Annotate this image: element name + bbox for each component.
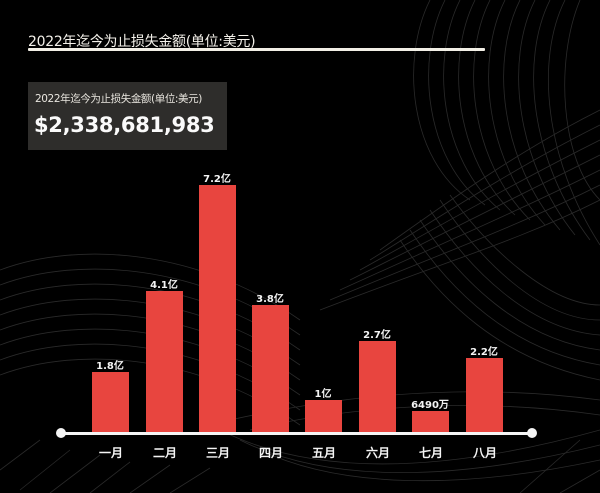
- bar-apr: [252, 305, 289, 433]
- bar-label-jun: 2.7亿: [363, 330, 391, 341]
- axis-end-dot: [527, 428, 537, 438]
- axis-start-dot: [56, 428, 66, 438]
- bar-label-feb: 4.1亿: [150, 280, 178, 291]
- x-tick-apr: 四月: [258, 446, 283, 460]
- bar-jun: [359, 341, 396, 433]
- summary-card: 2022年迄今为止损失金额(单位:美元) $2,338,681,983: [28, 82, 227, 150]
- x-axis-line: [61, 432, 532, 435]
- summary-card-value: $2,338,681,983: [34, 113, 215, 137]
- bar-label-jan: 1.8亿: [96, 361, 124, 372]
- x-tick-aug: 八月: [472, 446, 497, 460]
- x-tick-jun: 六月: [365, 446, 390, 460]
- title-underline: [28, 48, 485, 51]
- x-tick-may: 五月: [311, 446, 336, 460]
- bar-label-apr: 3.8亿: [256, 294, 284, 305]
- x-tick-mar: 三月: [205, 446, 230, 460]
- chart-title: 2022年迄今为止损失金额(单位:美元): [28, 34, 256, 50]
- bar-label-may: 1亿: [314, 389, 332, 400]
- bar-mar: [199, 185, 236, 433]
- bar-feb: [146, 291, 183, 433]
- bar-label-aug: 2.2亿: [470, 347, 498, 358]
- bar-may: [305, 400, 342, 433]
- x-tick-jul: 七月: [418, 446, 443, 460]
- summary-card-label: 2022年迄今为止损失金额(单位:美元): [35, 93, 202, 105]
- bar-aug: [466, 358, 503, 433]
- bar-label-jul: 6490万: [411, 400, 449, 411]
- bar-label-mar: 7.2亿: [203, 174, 231, 185]
- bar-jul: [412, 411, 449, 433]
- x-tick-jan: 一月: [98, 446, 123, 460]
- x-tick-feb: 二月: [152, 446, 177, 460]
- bar-jan: [92, 372, 129, 433]
